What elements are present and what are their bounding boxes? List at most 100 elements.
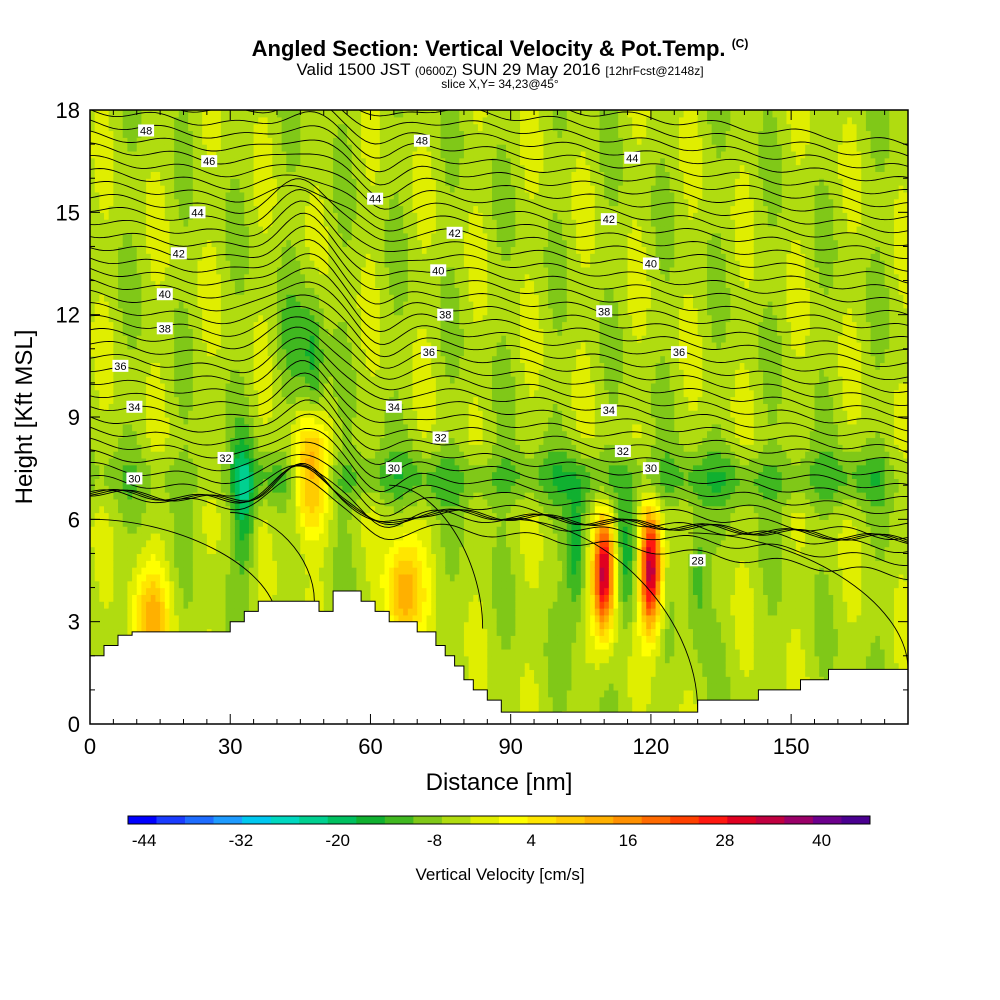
velocity-cell [164, 150, 171, 159]
velocity-cell [225, 246, 231, 254]
velocity-cell [314, 594, 320, 602]
velocity-cell [90, 185, 96, 193]
velocity-cell [155, 335, 161, 343]
velocity-cell [323, 587, 329, 595]
velocity-cell [365, 567, 372, 575]
velocity-cell [146, 512, 152, 520]
velocity-cell [295, 273, 301, 282]
velocity-cell [113, 601, 119, 609]
velocity-cell [188, 266, 194, 275]
velocity-cell [328, 485, 334, 493]
velocity-cell [94, 130, 100, 138]
velocity-cell [225, 519, 231, 527]
velocity-cell [197, 471, 203, 479]
velocity-cell [281, 239, 287, 248]
velocity-cell [267, 185, 273, 193]
velocity-cell [328, 376, 334, 384]
velocity-cell [281, 116, 287, 125]
velocity-cell [342, 164, 348, 172]
velocity-cell [104, 539, 110, 548]
velocity-cell [225, 307, 231, 316]
velocity-cell [164, 621, 171, 630]
velocity-cell [230, 280, 236, 288]
velocity-cell [333, 573, 339, 582]
velocity-cell [234, 321, 241, 329]
velocity-cell [276, 417, 283, 425]
velocity-cell [384, 348, 390, 357]
velocity-cell [104, 246, 110, 254]
velocity-cell [290, 212, 297, 220]
velocity-cell [108, 573, 114, 582]
velocity-cell [225, 335, 231, 343]
velocity-cell [99, 116, 105, 125]
velocity-cell [94, 478, 100, 486]
velocity-cell [132, 178, 138, 186]
velocity-cell [347, 294, 353, 302]
velocity-cell [132, 567, 138, 575]
velocity-cell [160, 553, 166, 561]
velocity-cell [206, 219, 213, 227]
velocity-cell [202, 410, 208, 418]
velocity-cell [300, 512, 306, 520]
velocity-cell [192, 437, 199, 445]
velocity-cell [258, 389, 264, 398]
velocity-cell [183, 314, 189, 323]
velocity-cell [375, 123, 381, 132]
velocity-cell [118, 355, 124, 364]
velocity-cell [206, 621, 213, 630]
velocity-cell [220, 478, 227, 486]
velocity-cell [150, 137, 157, 145]
velocity-cell [305, 212, 311, 220]
velocity-cell [244, 526, 250, 534]
velocity-cell [234, 225, 241, 234]
velocity-cell [337, 423, 344, 432]
velocity-cell [379, 212, 386, 220]
velocity-cell [365, 382, 372, 391]
velocity-cell [169, 478, 175, 486]
velocity-cell [174, 116, 180, 125]
velocity-cell [286, 376, 292, 384]
velocity-cell [220, 553, 227, 561]
velocity-cell [178, 144, 185, 152]
velocity-cell [389, 301, 395, 309]
velocity-cell [220, 396, 227, 404]
velocity-cell [146, 505, 152, 514]
velocity-cell [113, 492, 119, 500]
velocity-cell [290, 485, 297, 493]
velocity-cell [379, 219, 386, 227]
velocity-cell [328, 150, 334, 159]
velocity-cell [99, 519, 105, 527]
velocity-cell [90, 130, 96, 138]
velocity-cell [262, 560, 269, 568]
velocity-cell [141, 280, 147, 288]
velocity-cell [192, 144, 199, 152]
velocity-cell [342, 567, 348, 575]
velocity-cell [99, 546, 105, 555]
velocity-cell [253, 567, 259, 575]
velocity-cell [295, 164, 301, 172]
velocity-cell [113, 110, 119, 118]
velocity-cell [178, 553, 185, 561]
velocity-cell [281, 594, 287, 602]
velocity-cell [169, 273, 175, 282]
velocity-cell [248, 403, 255, 411]
velocity-cell [328, 594, 334, 602]
velocity-cell [202, 348, 208, 357]
velocity-cell [370, 423, 376, 432]
velocity-cell [211, 580, 217, 589]
velocity-cell [286, 198, 292, 207]
velocity-cell [300, 526, 306, 534]
velocity-cell [132, 307, 138, 316]
velocity-cell [104, 601, 110, 609]
velocity-cell [365, 157, 372, 166]
velocity-cell [211, 239, 217, 248]
velocity-cell [90, 498, 96, 507]
velocity-cell [295, 519, 301, 527]
velocity-cell [342, 573, 348, 582]
velocity-cell [276, 410, 283, 418]
velocity-cell [290, 553, 297, 561]
velocity-cell [290, 560, 297, 568]
velocity-cell [99, 628, 105, 636]
velocity-cell [379, 348, 386, 357]
velocity-cell [337, 382, 344, 391]
